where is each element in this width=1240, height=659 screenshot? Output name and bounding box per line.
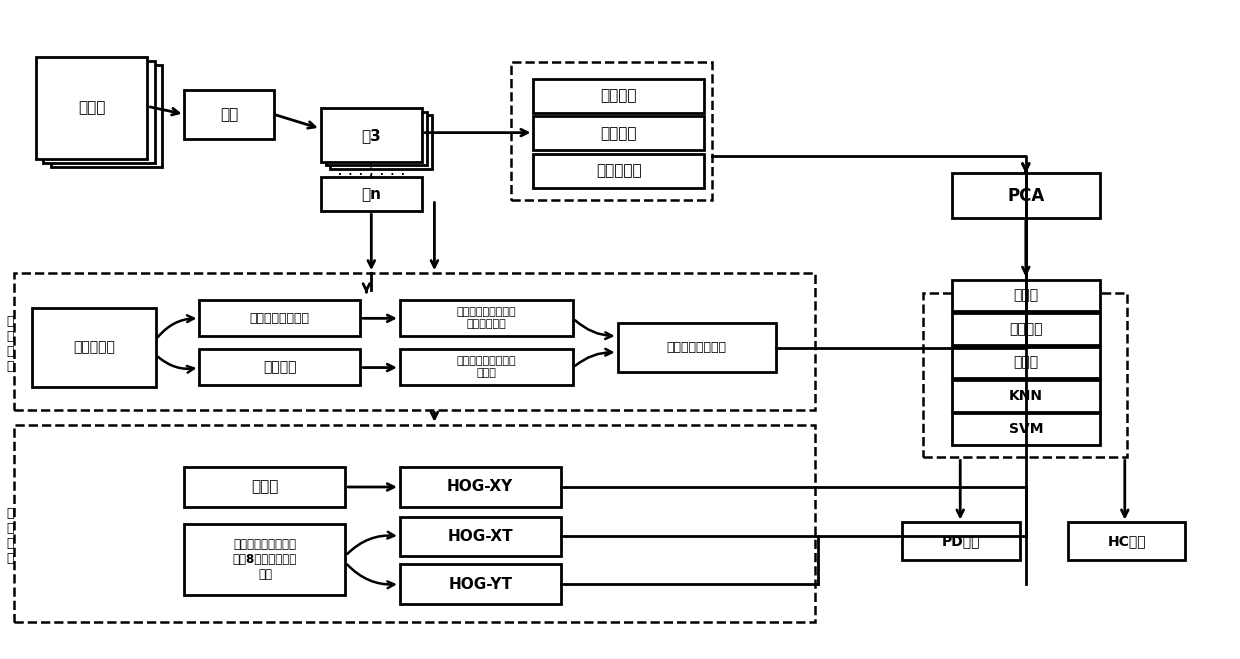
Bar [951,173,1100,218]
Bar [185,467,345,507]
Text: 随机森林: 随机森林 [1009,322,1043,336]
Bar [951,347,1100,378]
Bar [399,467,560,507]
Text: HOG-XY: HOG-XY [448,480,513,494]
Bar [321,108,422,162]
Bar [399,300,573,336]
Bar [951,313,1100,345]
Bar [200,300,360,336]
Text: 微笑表情: 微笑表情 [263,360,296,374]
Bar [923,293,1127,457]
Bar [51,65,162,167]
Text: 决策树: 决策树 [1013,289,1038,302]
Text: 人脸标准化: 人脸标准化 [596,163,641,178]
Bar [32,308,156,387]
Text: 以中心帧为中心前后
扩展8张图像的视频
序列: 以中心帧为中心前后 扩展8张图像的视频 序列 [233,538,298,581]
Text: ·  ·  ·  ·  ·  ·  ·: · · · · · · · [339,169,404,180]
Text: 视频: 视频 [219,107,238,122]
Bar [951,279,1100,311]
Bar [185,525,345,595]
Text: 标准面部表情模型的
面部表情因子: 标准面部表情模型的 面部表情因子 [456,307,516,329]
Bar [533,79,704,113]
Text: 视频集: 视频集 [78,101,105,115]
Text: 帧n: 帧n [361,186,382,202]
Bar [200,349,360,386]
Text: 几
何
特
征: 几 何 特 征 [6,315,14,373]
Bar [36,57,148,159]
Bar [326,111,427,165]
Bar [14,424,816,621]
Bar [951,380,1100,411]
Text: 微笑表情帧的面部表
情因子: 微笑表情帧的面部表 情因子 [456,357,516,378]
Text: 帧3: 帧3 [361,128,381,143]
Text: 标准脸部表情模型: 标准脸部表情模型 [249,312,310,324]
Text: PCA: PCA [1007,186,1044,205]
Bar [399,564,560,604]
Text: 面部关键点: 面部关键点 [73,340,115,355]
Text: HOG-XT: HOG-XT [448,529,513,544]
Text: 纹
理
特
征: 纹 理 特 征 [6,507,14,565]
Bar [533,116,704,150]
Bar [185,90,274,139]
Text: 贝叶斯: 贝叶斯 [1013,355,1038,369]
Bar [618,323,776,372]
Text: PD患者: PD患者 [941,534,980,548]
Bar [321,177,422,212]
Text: 人脸检测: 人脸检测 [600,88,637,103]
Bar [511,62,712,200]
Text: HOG-YT: HOG-YT [448,577,512,592]
Bar [1068,523,1185,561]
Bar [399,517,560,556]
Bar [951,413,1100,445]
Text: SVM: SVM [1008,422,1043,436]
Bar [399,349,573,386]
Bar [901,523,1019,561]
Text: 人脸对齐: 人脸对齐 [600,126,637,141]
Bar [43,61,155,163]
Bar [331,115,432,169]
Text: HC对象: HC对象 [1107,534,1146,548]
Text: 中心帧: 中心帧 [252,480,279,494]
Bar [533,154,704,188]
Text: KNN: KNN [1009,389,1043,403]
Bar [14,273,816,409]
Text: 面部表情变化因子: 面部表情变化因子 [667,341,727,354]
